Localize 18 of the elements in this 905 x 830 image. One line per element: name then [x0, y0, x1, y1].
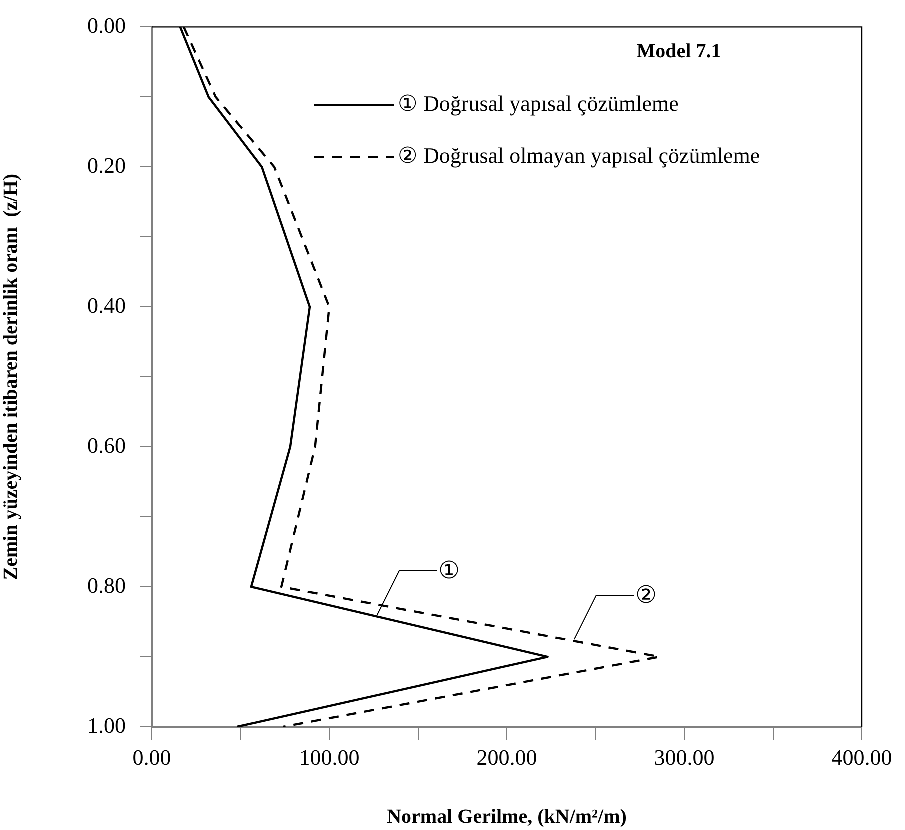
x-tick-label: 200.00	[476, 744, 538, 770]
y-tick-label: 0.40	[88, 292, 126, 318]
x-tick-label: 400.00	[832, 744, 892, 770]
x-tick-label: 0.00	[132, 744, 172, 770]
legend-title: Model 7.1	[636, 40, 722, 62]
annotation: ①	[438, 558, 460, 584]
legend-label: ② Doğrusal olmayan yapısal çözümleme	[398, 142, 760, 168]
annotation: ②	[635, 582, 658, 609]
x-tick-label: 300.00	[654, 744, 715, 770]
y-tick-label: 1.00	[88, 712, 126, 738]
y-tick-label: 0.80	[88, 572, 126, 598]
x-axis-title: Normal Gerilme, (kN/m²/m)	[387, 806, 627, 828]
legend-label: ① Doğrusal yapısal çözümleme	[398, 90, 679, 116]
x-tick-label: 100.00	[299, 744, 360, 770]
y-tick-label: 0.00	[88, 12, 126, 38]
y-tick-label: 0.60	[88, 432, 126, 458]
y-tick-label: 0.20	[88, 152, 126, 178]
y-axis-title: Zemin yüzeyinden itibaren derinlik oranı (z/H)	[0, 174, 22, 580]
